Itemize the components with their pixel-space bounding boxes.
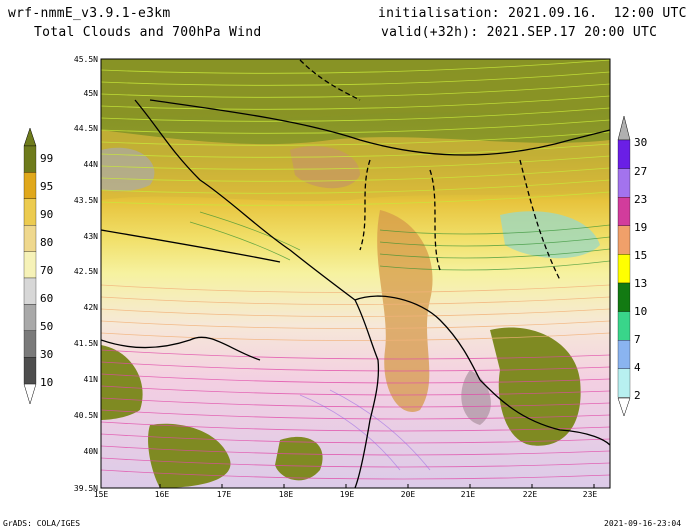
wind-legend-swatch [617, 225, 631, 255]
lat-label: 44.5N [74, 124, 98, 133]
wind-legend-label: 7 [634, 333, 641, 346]
legend-top-arrow [23, 127, 37, 147]
footer-credit: GrADS: COLA/IGES [3, 519, 81, 528]
lon-label: 19E [340, 490, 355, 499]
lon-label: 18E [279, 490, 294, 499]
valid-time: valid(+32h): 2021.SEP.17 20:00 UTC [381, 25, 658, 40]
lat-label: 41N [84, 375, 99, 384]
cloud-legend-swatch [23, 145, 37, 173]
cloud-legend-label: 70 [40, 264, 53, 277]
lon-label: 16E [155, 490, 170, 499]
cloud-legend-label: 30 [40, 348, 53, 361]
latitude-labels: 45.5N 45N 44.5N 44N 43.5N 43N 42.5N 42N … [74, 55, 98, 493]
lon-label: 15E [94, 490, 109, 499]
wind-legend-label: 10 [634, 305, 647, 318]
wind-legend-swatch [617, 254, 631, 284]
cloud-legend-swatch [23, 357, 37, 384]
wind-legend-swatch [617, 139, 631, 169]
cloud-legend-label: 80 [40, 236, 53, 249]
wind-legend-label: 19 [634, 221, 647, 234]
lon-label: 22E [523, 490, 538, 499]
wind-legend-swatch [617, 168, 631, 198]
cloud-legend-label: 10 [40, 376, 53, 389]
cloud-legend-label: 50 [40, 320, 53, 333]
map-subtitle: Total Clouds and 700hPa Wind [34, 25, 262, 40]
lat-label: 45N [84, 89, 99, 98]
wind-legend-swatch [617, 368, 631, 398]
lat-label: 41.5N [74, 339, 98, 348]
lat-label: 39.5N [74, 484, 98, 493]
wind-legend-swatch [617, 340, 631, 369]
lat-label: 40.5N [74, 411, 98, 420]
grid-tick-marks [159, 484, 595, 488]
wind-legend-swatch [617, 282, 631, 312]
lat-label: 43N [84, 232, 99, 241]
lon-label: 17E [217, 490, 232, 499]
lat-label: 43.5N [74, 196, 98, 205]
legend-top-arrow [617, 115, 631, 141]
lat-label: 40N [84, 447, 99, 456]
cloud-legend-swatch [23, 172, 37, 199]
coastlines-borders [101, 59, 610, 488]
lon-label: 20E [401, 490, 416, 499]
wind-legend-swatch [617, 311, 631, 341]
wind-legend-label: 15 [634, 249, 647, 262]
cloud-legend-swatch [23, 277, 37, 305]
cloud-legend-swatch [23, 304, 37, 331]
cloud-legend-swatch [23, 198, 37, 226]
wind-legend-swatch [617, 197, 631, 226]
cloud-legend-swatch [23, 225, 37, 252]
wind-legend-label: 30 [634, 136, 647, 149]
cloud-legend-label: 60 [40, 292, 53, 305]
cloud-legend-label: 95 [40, 180, 53, 193]
wind-legend-label: 27 [634, 165, 647, 178]
wind-legend-label: 13 [634, 277, 647, 290]
cloud-legend-label: 90 [40, 208, 53, 221]
wind-legend-label: 4 [634, 361, 641, 374]
weather-map [101, 59, 610, 488]
cloud-legend-label: 99 [40, 152, 53, 165]
cloud-legend-swatch [23, 330, 37, 358]
wind-legend-label: 2 [634, 389, 641, 402]
lat-label: 45.5N [74, 55, 98, 64]
cloud-patches [101, 59, 610, 488]
lon-label: 21E [461, 490, 476, 499]
lon-label: 23E [583, 490, 598, 499]
wind-speed-legend: 30 27 23 19 15 13 10 7 4 2 [617, 115, 647, 417]
lat-label: 42.5N [74, 267, 98, 276]
map-frame [100, 58, 611, 489]
lat-label: 44N [84, 160, 99, 169]
wind-legend-label: 23 [634, 193, 647, 206]
legend-bottom-arrow [617, 397, 631, 417]
footer-timestamp: 2021-09-16-23:04 [604, 519, 682, 528]
longitude-labels: 15E 16E 17E 18E 19E 20E 21E 22E 23E [94, 490, 598, 499]
lat-label: 42N [84, 303, 99, 312]
cloud-cover-legend: 99 95 90 80 70 60 50 30 10 [23, 127, 53, 405]
model-title: wrf-nmmE_v3.9.1-e3km [8, 6, 171, 21]
init-time: initialisation: 2021.09.16. 12:00 UTC [378, 6, 687, 21]
cloud-legend-swatch [23, 251, 37, 279]
legend-bottom-arrow [23, 383, 37, 405]
